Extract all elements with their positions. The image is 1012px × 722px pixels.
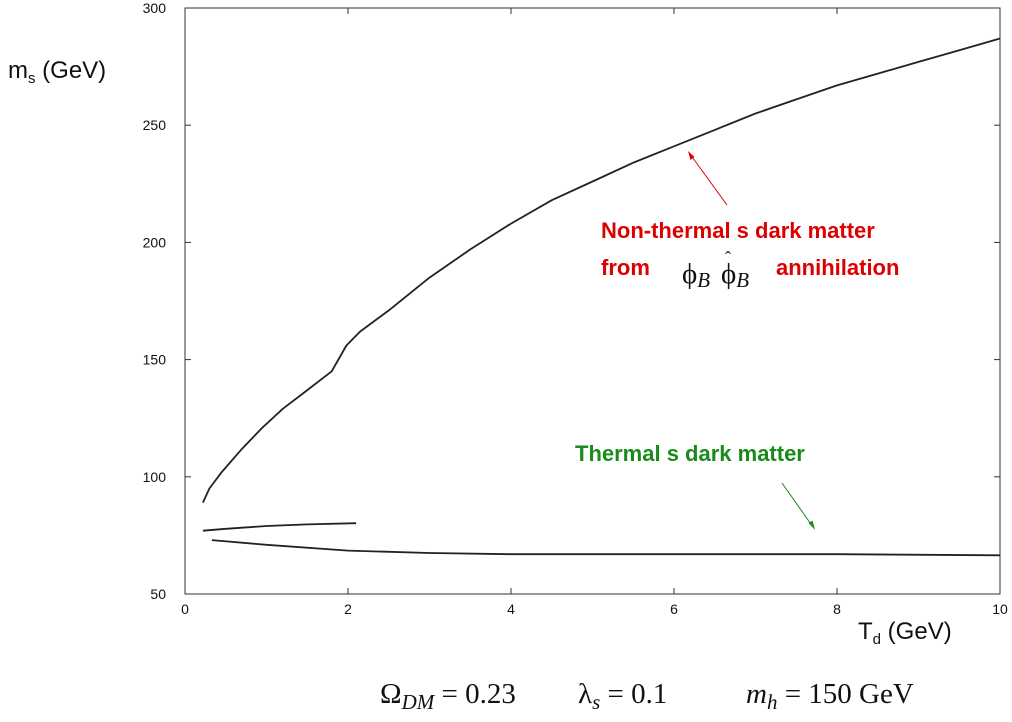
axis-ticks: 0 2 4 6 8 10 50 100 150 200 250 300 <box>143 0 1008 617</box>
y-axis-label-base: m <box>8 57 28 84</box>
x-tick-label: 8 <box>833 601 841 617</box>
phi-hat-symbol: ϕB <box>721 258 749 292</box>
series-line-3 <box>211 539 1001 557</box>
x-tick-label: 4 <box>507 601 515 617</box>
y-axis-label-unit: (GeV) <box>36 57 107 84</box>
y-tick-label: 100 <box>143 469 167 485</box>
y-tick-label: 200 <box>143 234 167 250</box>
y-tick-label: 150 <box>143 352 167 368</box>
omega-dm: ΩDM = 0.23 <box>380 678 516 714</box>
phi-symbol: ϕB <box>682 258 710 292</box>
x-axis-label: Td (GeV) <box>858 618 952 648</box>
phi-phi-hat-formula: ϕB ϕB ˆ <box>682 248 749 292</box>
annotation-from: from <box>601 255 650 280</box>
x-axis-label-base: T <box>858 618 873 645</box>
annotation-nonthermal: Non-thermal s dark matter <box>601 218 875 243</box>
x-tick-label: 2 <box>344 601 352 617</box>
y-tick-label: 50 <box>150 586 166 602</box>
x-axis-label-sub: d <box>873 631 881 648</box>
red-arrow <box>688 151 728 206</box>
series-line-2 <box>202 522 357 532</box>
x-tick-label: 0 <box>181 601 189 617</box>
m-h: mh = 150 GeV <box>746 678 914 714</box>
parameters-formula: ΩDM = 0.23 λs = 0.1 mh = 150 GeV <box>380 678 914 714</box>
x-tick-label: 6 <box>670 601 678 617</box>
x-axis-label-unit: (GeV) <box>881 618 952 645</box>
y-tick-label: 250 <box>143 117 167 133</box>
hat-accent: ˆ <box>725 248 731 268</box>
lambda-s: λs = 0.1 <box>578 678 667 714</box>
y-axis-label: ms (GeV) <box>8 57 106 87</box>
green-arrow <box>781 482 815 530</box>
series-line-1 <box>202 37 1001 503</box>
series-group <box>202 37 1001 557</box>
plot-frame <box>184 7 1001 595</box>
y-axis-label-sub: s <box>28 70 36 87</box>
x-tick-label: 10 <box>992 601 1008 617</box>
annotation-thermal: Thermal s dark matter <box>575 441 805 466</box>
y-tick-label: 300 <box>143 0 167 16</box>
annotation-annihilation: annihilation <box>776 255 899 280</box>
